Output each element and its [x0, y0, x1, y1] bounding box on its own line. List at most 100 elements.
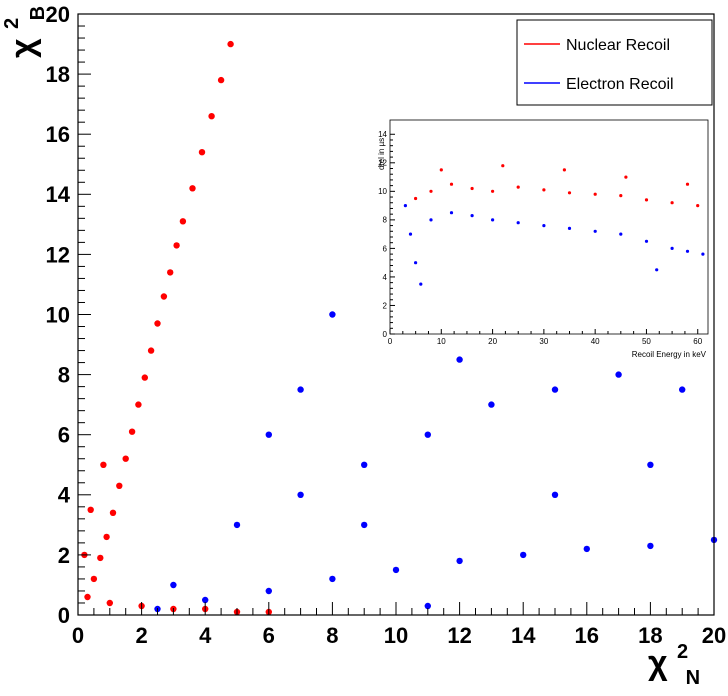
main-point-nuclear-recoil-19 — [217, 76, 225, 84]
inset-point-nuclear-recoil-11 — [670, 201, 674, 205]
main-point-nuclear-recoil-3 — [103, 533, 110, 541]
inset-y-tick-label: 2 — [383, 301, 388, 310]
main-x-tick-label: 6 — [263, 623, 275, 648]
main-point-electron-recoil-9 — [233, 521, 241, 529]
main-y-tick-label: 14 — [46, 182, 71, 207]
inset-point-nuclear-recoil-4 — [491, 189, 495, 193]
inset-point-nuclear-recoil-9 — [619, 194, 623, 198]
main-x-tick-label: 16 — [575, 623, 599, 648]
main-x-tick-label: 4 — [199, 623, 212, 648]
main-x-tick-label: 14 — [511, 623, 536, 648]
inset-point-electron-recoil-13 — [644, 239, 649, 243]
inset-plot-points — [403, 164, 705, 286]
main-point-nuclear-recoil-7 — [128, 428, 136, 435]
legend-label-nuclear-recoil: Nuclear Recoil — [566, 37, 670, 54]
main-x-tick-label: 20 — [702, 623, 726, 648]
main-y-tick-label: 18 — [46, 62, 70, 87]
inset-point-electron-recoil-9 — [542, 224, 546, 228]
inset-point-electron-recoil-14 — [670, 246, 674, 250]
main-point-nuclear-recoil-17 — [198, 149, 206, 156]
main-y-tick-label: 4 — [58, 483, 71, 508]
main-point-nuclear-recoil-18 — [208, 113, 215, 120]
legend: Nuclear Recoil Electron Recoil — [516, 19, 713, 106]
main-point-electron-recoil-13 — [488, 401, 495, 408]
main-y-tick-label: 10 — [46, 302, 70, 327]
inset-y-tick-label: 8 — [383, 216, 388, 225]
main-point-electron-recoil-29 — [297, 386, 304, 393]
main-point-nuclear-recoil-20 — [227, 40, 234, 48]
main-plot-points — [81, 40, 718, 616]
main-point-nuclear-recoil-8 — [135, 401, 142, 408]
inset-x-tick-label: 40 — [591, 337, 600, 346]
inset-x-tick-label: 10 — [437, 337, 446, 346]
inset-x-tick-label: 60 — [693, 337, 702, 346]
inset-point-electron-recoil-0 — [403, 204, 407, 208]
inset-point-nuclear-recoil-0 — [414, 196, 418, 201]
inset-point-electron-recoil-11 — [593, 229, 597, 233]
y-axis-title: χ 2 B — [0, 6, 49, 58]
main-point-electron-recoil-12 — [424, 431, 431, 438]
main-point-electron-recoil-24 — [265, 431, 272, 438]
main-point-electron-recoil-21 — [329, 311, 336, 318]
main-point-nuclear-recoil-29 — [100, 461, 107, 468]
legend-label-electron-recoil: Electron Recoil — [566, 76, 674, 93]
inset-point-nuclear-recoil-5 — [516, 185, 520, 189]
main-point-electron-recoil-0 — [202, 596, 209, 604]
inset-point-electron-recoil-17 — [655, 268, 659, 272]
inset-point-electron-recoil-4 — [429, 218, 433, 222]
main-point-electron-recoil-18 — [456, 356, 463, 363]
main-point-nuclear-recoil-28 — [87, 506, 94, 513]
main-y-tick-label: 20 — [46, 2, 70, 27]
inset-x-tick-label: 50 — [642, 337, 651, 346]
inset-point-electron-recoil-10 — [567, 226, 572, 230]
inset-axes: 0 10 20 30 40 50 60 0 2 4 6 8 10 12 14 — [378, 130, 703, 346]
inset-point-nuclear-recoil-14 — [501, 164, 505, 168]
inset-point-nuclear-recoil-3 — [470, 186, 474, 191]
inset-x-axis-title: Recoil Energy in keV — [632, 350, 707, 359]
inset-point-nuclear-recoil-1 — [429, 189, 433, 193]
inset-point-nuclear-recoil-7 — [567, 191, 572, 195]
inset-y-tick-label: 14 — [378, 130, 387, 139]
inset-background — [382, 114, 712, 350]
inset-point-electron-recoil-3 — [419, 282, 423, 286]
main-point-nuclear-recoil-6 — [122, 455, 129, 462]
main-point-electron-recoil-5 — [520, 551, 527, 559]
inset-point-electron-recoil-7 — [491, 218, 495, 222]
inset-y-tick-label: 6 — [383, 244, 388, 253]
inset-point-electron-recoil-5 — [449, 211, 454, 215]
main-point-electron-recoil-10 — [297, 491, 304, 498]
main-point-nuclear-recoil-11 — [154, 320, 161, 327]
main-point-nuclear-recoil-9 — [141, 374, 148, 381]
main-y-tick-label: 0 — [58, 603, 70, 628]
main-point-nuclear-recoil-5 — [116, 482, 123, 489]
inset-x-tick-label: 0 — [388, 337, 393, 346]
inset-point-electron-recoil-16 — [701, 252, 705, 256]
inset-point-electron-recoil-15 — [685, 249, 690, 253]
inset-y-tick-label: 10 — [378, 187, 387, 196]
main-point-electron-recoil-4 — [456, 557, 463, 565]
main-point-nuclear-recoil-2 — [97, 554, 104, 562]
inset-y-tick-label: 0 — [383, 330, 388, 339]
main-point-electron-recoil-6 — [583, 545, 590, 553]
inset-point-electron-recoil-2 — [414, 261, 418, 265]
main-point-nuclear-recoil-10 — [147, 347, 155, 354]
inset-point-nuclear-recoil-10 — [644, 198, 649, 202]
legend-box — [516, 19, 713, 106]
inset-y-tick-label: 12 — [378, 159, 387, 168]
main-x-tick-label: 10 — [384, 623, 408, 648]
main-y-tick-label: 12 — [46, 242, 70, 267]
inset-x-tick-label: 30 — [539, 337, 548, 346]
inset-y-tick-label: 4 — [383, 273, 388, 282]
inset-point-nuclear-recoil-12 — [696, 204, 700, 208]
main-point-electron-recoil-11 — [361, 461, 368, 468]
main-point-nuclear-recoil-21 — [106, 599, 114, 607]
inset-point-nuclear-recoil-16 — [624, 175, 628, 179]
main-point-nuclear-recoil-14 — [173, 242, 180, 249]
main-point-electron-recoil-26 — [551, 491, 559, 498]
inset-y-axis-title: dtel in µs — [377, 138, 386, 170]
main-point-electron-recoil-16 — [679, 386, 686, 393]
main-point-electron-recoil-3 — [392, 566, 400, 574]
main-point-electron-recoil-25 — [361, 521, 368, 529]
main-point-nuclear-recoil-13 — [167, 269, 174, 276]
